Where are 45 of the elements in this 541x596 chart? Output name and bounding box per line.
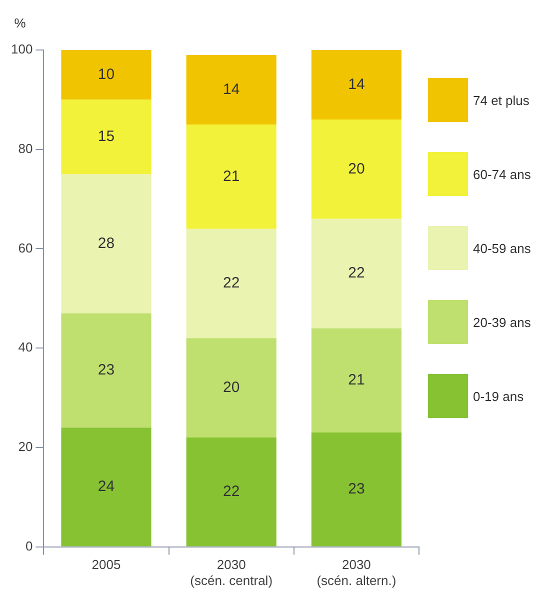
bar	[311, 432, 402, 546]
data-label: 22	[348, 264, 365, 282]
bar	[61, 428, 152, 546]
y-tick-label: 20	[18, 439, 33, 454]
bar	[61, 100, 152, 174]
data-label: 20	[348, 160, 365, 178]
text: 40-59 ans	[473, 240, 531, 256]
bar	[61, 174, 152, 314]
x-tick-label: 2030 (scén. altern.)	[316, 557, 396, 588]
bar	[186, 438, 276, 546]
y-tick-label: 60	[18, 240, 33, 256]
y-tick-label: 100	[10, 42, 33, 57]
data-label: 14	[348, 76, 365, 93]
bar	[61, 50, 152, 100]
data-label: 24	[98, 478, 115, 496]
bar	[186, 124, 276, 229]
y-tick-label: 0	[25, 538, 33, 554]
text: 0-19 ans	[473, 388, 524, 404]
data-label: 20	[223, 378, 240, 396]
data-label: 23	[348, 480, 365, 498]
data-label: 21	[223, 168, 240, 185]
bar	[61, 313, 152, 428]
data-label: 22	[223, 274, 240, 292]
bar	[186, 228, 276, 338]
data-label: 10	[98, 66, 115, 83]
bar	[311, 328, 402, 433]
bar	[311, 50, 402, 120]
bar	[186, 54, 276, 125]
bar	[311, 120, 402, 219]
bar	[311, 218, 402, 328]
data-label: 21	[348, 372, 365, 389]
y-axis-title: %	[14, 16, 26, 31]
text: 74 et plus	[473, 92, 530, 108]
y-tick-label: 80	[18, 140, 33, 156]
data-label: 14	[223, 80, 240, 98]
text: 20-39 ans	[473, 314, 531, 330]
x-tick-label: 2005	[92, 557, 121, 572]
data-label: 15	[98, 128, 115, 146]
bar	[186, 338, 276, 438]
data-label: 23	[98, 362, 115, 379]
text: 60-74 ans	[473, 166, 531, 182]
y-tick-label: 40	[18, 340, 33, 355]
data-label: 22	[223, 483, 240, 500]
data-label: 28	[98, 234, 115, 252]
x-tick-label: 2030 (scén. central)	[190, 557, 273, 588]
